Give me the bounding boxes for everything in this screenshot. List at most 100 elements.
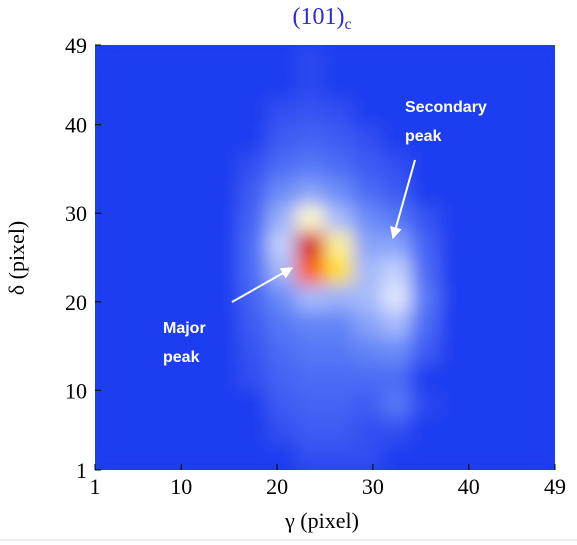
heatmap-cell: [382, 97, 412, 126]
x-tick-label: 40: [458, 474, 480, 499]
heatmap-cell: [439, 389, 470, 418]
heatmap-cell: [439, 124, 470, 152]
heatmap-cell: [324, 124, 355, 152]
heatmap-cell: [123, 45, 153, 73]
heatmap-cell: [267, 45, 297, 73]
heatmap-cell: [382, 124, 412, 152]
annotation: Secondary: [405, 99, 487, 116]
heatmap-cell: [497, 203, 527, 232]
heatmap-cell: [439, 257, 470, 285]
heatmap-cell: [497, 257, 527, 285]
heatmap-cell: [209, 150, 240, 179]
heatmap-cell: [95, 336, 125, 365]
heatmap-cell: [324, 203, 355, 232]
heatmap-cell: [180, 97, 211, 126]
heatmap-cell: [525, 363, 555, 391]
heatmap-cell: [353, 203, 383, 232]
heatmap-cell: [525, 150, 555, 179]
heatmap-cell: [95, 71, 125, 99]
heatmap-cell: [468, 203, 498, 232]
x-axis-label: γ (pixel): [284, 508, 359, 533]
heatmap-cell: [152, 363, 182, 391]
heatmap-cell: [123, 442, 153, 470]
heatmap-cell: [238, 389, 268, 418]
heatmap-cell: [439, 203, 470, 232]
heatmap-cell: [123, 177, 153, 205]
heatmap-cell: [410, 177, 441, 205]
heatmap-cell: [410, 363, 441, 391]
heatmap-cell: [267, 124, 297, 152]
heatmap-cell: [525, 257, 555, 285]
annotation: peak: [405, 128, 442, 145]
heatmap-cell: [152, 124, 182, 152]
arrow: [231, 267, 294, 303]
heatmap-cell: [295, 442, 326, 470]
heatmap-cell: [468, 124, 498, 152]
heatmap-cell: [468, 257, 498, 285]
heatmap-cell: [180, 283, 211, 312]
heatmap-cell: [267, 389, 297, 418]
heatmap-cell: [152, 150, 182, 179]
heatmap-cell: [439, 310, 470, 338]
heatmap-cell: [295, 150, 326, 179]
heatmap-cell: [267, 416, 297, 444]
heatmap-cell: [324, 230, 355, 258]
heatmap-cell: [525, 230, 555, 258]
heatmap-cell: [295, 203, 326, 232]
heatmap-cell: [209, 124, 240, 152]
heatmap-cell: [497, 310, 527, 338]
heatmap-cell: [382, 389, 412, 418]
y-tick-label: 1: [76, 458, 87, 483]
heatmap-cell: [180, 363, 211, 391]
heatmap-cell: [439, 283, 470, 312]
heatmap-cell: [267, 97, 297, 126]
heatmap-cell: [209, 45, 240, 73]
heatmap-cell: [410, 45, 441, 73]
heatmap-cell: [152, 257, 182, 285]
heatmap-cell: [439, 416, 470, 444]
heatmap-cell: [238, 71, 268, 99]
heatmap-cell: [152, 310, 182, 338]
heatmap-cell: [382, 363, 412, 391]
heatmap-cell: [497, 442, 527, 470]
heatmap-cell: [295, 230, 326, 258]
heatmap-cell: [209, 416, 240, 444]
heatmap-cell: [410, 230, 441, 258]
heatmap-cell: [95, 363, 125, 391]
heatmap-cell: [324, 442, 355, 470]
heatmap-cell: [439, 177, 470, 205]
heatmap-cell: [209, 336, 240, 365]
heatmap-cell: [209, 71, 240, 99]
heatmap-cell: [209, 97, 240, 126]
heatmap-cell: [468, 336, 498, 365]
heatmap-cell: [238, 310, 268, 338]
heatmap-cell: [468, 230, 498, 258]
heatmap-cell: [353, 336, 383, 365]
heatmap-cell: [267, 177, 297, 205]
heatmap-cell: [410, 97, 441, 126]
heatmap-cell: [468, 71, 498, 99]
y-tick-label: 30: [65, 201, 87, 226]
y-tick-label: 20: [65, 290, 87, 315]
heatmap-cell: [353, 442, 383, 470]
y-axis-label: δ (pixel): [4, 221, 29, 296]
heatmap-cell: [468, 97, 498, 126]
heatmap-cell: [180, 257, 211, 285]
heatmap-cell: [95, 310, 125, 338]
heatmap-cells: [95, 45, 555, 470]
heatmap-cell: [497, 150, 527, 179]
heatmap-cell: [324, 150, 355, 179]
heatmap-cell: [295, 336, 326, 365]
heatmap-cell: [123, 363, 153, 391]
heatmap-cell: [410, 310, 441, 338]
heatmap-cell: [152, 283, 182, 312]
heatmap-cell: [123, 124, 153, 152]
x-tick-label: 49: [544, 474, 566, 499]
heatmap-cell: [267, 283, 297, 312]
heatmap-cell: [497, 124, 527, 152]
y-tick-label: 10: [65, 378, 87, 403]
heatmap-cell: [382, 283, 412, 312]
heatmap-cell: [353, 416, 383, 444]
heatmap-cell: [439, 45, 470, 73]
heatmap-cell: [382, 230, 412, 258]
